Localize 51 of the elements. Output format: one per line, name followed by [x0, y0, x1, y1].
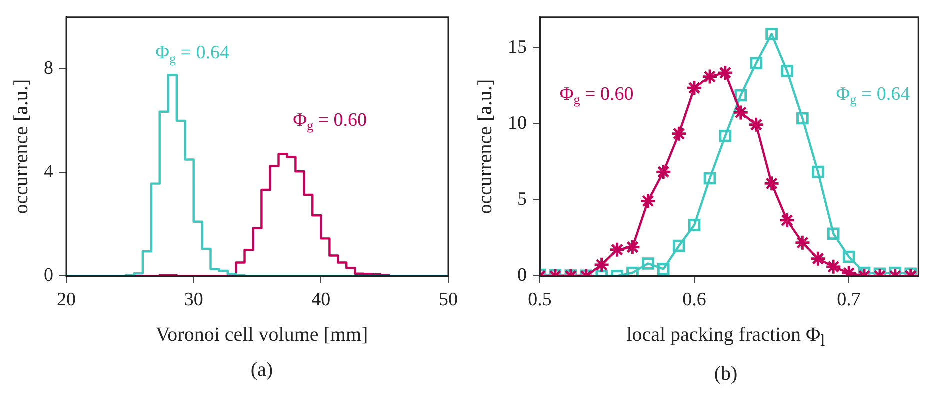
- point: [779, 212, 796, 229]
- y-tick-label: 0: [44, 265, 54, 286]
- point: [717, 64, 734, 82]
- y-axis-title: occurrence [a.u.]: [10, 79, 32, 214]
- point: [657, 263, 670, 276]
- x-tick-label: 0.7: [837, 290, 861, 311]
- point: [764, 175, 780, 192]
- point: [688, 219, 701, 232]
- x-axis-title: local packing fraction Φ$_{l}$: [626, 324, 826, 351]
- y-tick-label: 4: [44, 162, 54, 183]
- point: [624, 239, 641, 256]
- y-tick-label: 5: [518, 189, 527, 210]
- point: [655, 164, 672, 180]
- point: [702, 68, 718, 85]
- y-tick-label: 15: [508, 36, 527, 58]
- x-tick-label: 0.6: [682, 290, 706, 311]
- point: [642, 258, 654, 270]
- point: [732, 104, 750, 121]
- y-tick-label: 8: [44, 58, 54, 80]
- point: [672, 240, 686, 252]
- x-axis-title: Voronoi cell volume [mm]: [154, 324, 370, 347]
- point: [748, 116, 765, 134]
- point: [827, 228, 840, 240]
- point: [704, 172, 716, 185]
- point: [734, 89, 748, 102]
- point: [626, 266, 639, 276]
- point: [670, 126, 688, 142]
- point: [594, 256, 610, 274]
- x-tick-label: 30: [184, 290, 204, 311]
- point: [796, 112, 809, 125]
- point: [750, 57, 762, 70]
- x-tick-label: 40: [312, 290, 331, 311]
- y-tick-label: 0: [518, 265, 527, 286]
- point: [719, 130, 732, 142]
- point: [781, 64, 794, 78]
- point: [609, 242, 626, 258]
- point: [810, 250, 826, 268]
- text: (b): [713, 363, 739, 386]
- text: (a): [250, 359, 274, 382]
- point: [686, 80, 703, 96]
- y-axis-title: occurrence [a.u.]: [474, 79, 496, 214]
- point: [812, 166, 824, 178]
- point: [842, 250, 856, 264]
- x-tick-label: 20: [57, 290, 76, 311]
- y-tick-label: 10: [508, 112, 527, 134]
- point: [825, 258, 842, 276]
- x-tick-label: 0.5: [528, 290, 552, 311]
- point: [640, 192, 656, 210]
- point: [794, 234, 811, 252]
- point: [766, 28, 778, 40]
- x-tick-label: 50: [439, 290, 458, 311]
